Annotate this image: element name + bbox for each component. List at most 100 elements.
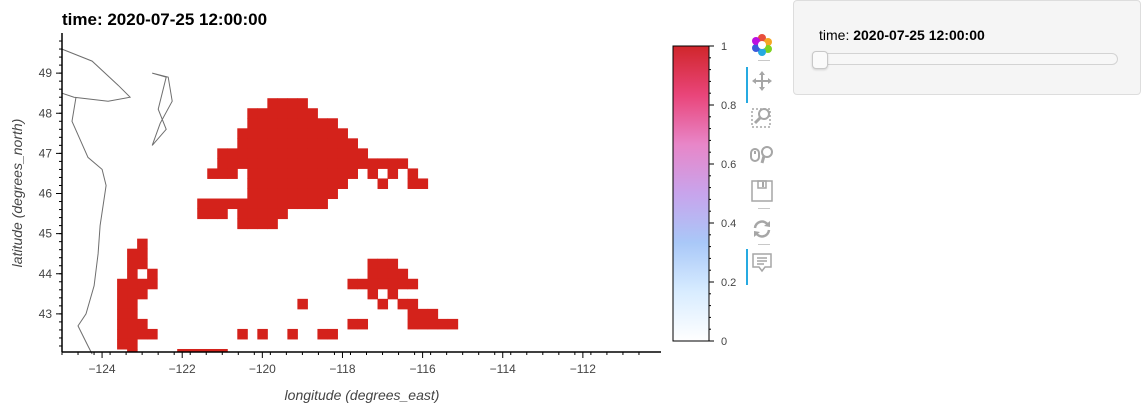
heatmap-cell <box>127 308 138 320</box>
box-zoom-icon <box>751 108 771 128</box>
heatmap-cell <box>257 138 268 149</box>
heatmap-cell <box>317 158 328 169</box>
heatmap-cell <box>247 138 258 149</box>
heatmap-cell <box>287 138 298 149</box>
heatmap-cell <box>347 148 358 159</box>
heatmap-cell <box>247 218 258 230</box>
heatmap-cell <box>287 128 298 139</box>
time-slider-label: time: 2020-07-25 12:00:00 <box>819 27 985 43</box>
coastline-path <box>71 97 107 355</box>
y-tick-label: 49 <box>39 66 53 80</box>
heatmap-cell <box>247 128 258 139</box>
heatmap-cell <box>227 148 238 159</box>
heatmap-cell <box>137 258 148 270</box>
heatmap-cell <box>357 278 369 290</box>
heatmap-cell <box>347 318 358 330</box>
time-slider-widget: time: 2020-07-25 12:00:00 <box>793 0 1141 95</box>
box-zoom-tool[interactable] <box>744 102 780 132</box>
heatmap-cell <box>177 348 188 353</box>
heatmap-cell <box>257 118 268 129</box>
heatmap-cell <box>317 138 328 149</box>
x-tick-label: −114 <box>490 362 516 376</box>
heatmap-cell <box>127 258 138 270</box>
time-slider-value: 2020-07-25 12:00:00 <box>853 27 985 43</box>
heatmap-cell <box>397 278 409 290</box>
x-tick-label: −118 <box>329 362 355 376</box>
colorbar-gradient <box>672 45 710 342</box>
heatmap-cell <box>327 188 338 200</box>
colorbar: 0 0.2 0.4 0.6 0.8 1 <box>672 41 736 348</box>
heatmap-cell <box>317 328 328 340</box>
heatmap-cell <box>247 198 258 210</box>
heatmap-cell <box>367 268 379 280</box>
heatmap-cell <box>257 128 268 139</box>
heatmap-cell <box>127 268 138 280</box>
heatmap-cell <box>217 148 228 159</box>
heatmap-cell <box>307 178 318 189</box>
heatmap-cell <box>127 328 138 340</box>
heatmap-cell <box>267 168 278 179</box>
heatmap-cell <box>367 258 379 270</box>
heatmap-cell <box>297 98 308 109</box>
heatmap-cell <box>257 218 268 230</box>
pan-icon <box>752 71 772 91</box>
time-slider-track[interactable] <box>812 53 1118 65</box>
heatmap-cell <box>327 128 338 139</box>
heatmap-cell <box>387 278 399 290</box>
heatmap-cell <box>317 148 328 159</box>
heatmap-cell <box>277 188 288 200</box>
heatmap-cell <box>237 148 248 159</box>
heatmap-cell <box>327 148 338 159</box>
y-tick-label: 45 <box>39 227 53 241</box>
heatmap-cell <box>347 278 358 290</box>
heatmap-cell <box>227 198 238 210</box>
heatmap-cell <box>427 308 439 320</box>
heatmap-cell <box>117 328 128 340</box>
heatmap-cell <box>117 278 128 290</box>
heatmap-cell <box>447 318 459 330</box>
heatmap-cell <box>357 148 369 159</box>
colorbar-tick-label: 0.8 <box>721 100 736 112</box>
heatmap-cell <box>407 318 419 330</box>
x-tick-label: −120 <box>249 362 276 376</box>
hover-tool[interactable] <box>744 248 780 285</box>
heatmap-cell <box>297 198 308 210</box>
heatmap-cell <box>407 308 419 320</box>
plot-background <box>62 33 661 352</box>
heatmap-cell <box>307 198 318 210</box>
heatmap-cell <box>217 208 228 220</box>
save-tool[interactable] <box>744 176 780 206</box>
coastline <box>61 48 173 355</box>
heatmap-cell <box>267 128 278 139</box>
heatmap-cell <box>267 158 278 169</box>
heatmap-cell <box>357 158 369 169</box>
heatmap-cell <box>127 298 138 310</box>
heatmap-cell <box>317 198 328 210</box>
bokeh-logo[interactable] <box>744 30 780 60</box>
heatmap-cell <box>387 258 399 270</box>
heatmap-cell <box>257 188 268 200</box>
heatmap-cell <box>387 158 399 169</box>
pan-tool[interactable] <box>744 66 780 103</box>
heatmap-cell <box>147 278 158 290</box>
heatmap-cell <box>247 118 258 129</box>
plot-area[interactable] <box>62 33 661 352</box>
heatmap-cell <box>217 158 228 169</box>
heatmap-cell <box>287 158 298 169</box>
heatmap-cell <box>207 198 218 210</box>
heatmap-cell <box>117 338 128 350</box>
heatmap-cell <box>297 298 308 310</box>
heatmap-cell <box>237 208 248 220</box>
heatmap-cell <box>327 138 338 149</box>
x-tick-label: −122 <box>169 362 196 376</box>
heatmap-cell <box>397 158 409 169</box>
plot-title: time: 2020-07-25 12:00:00 <box>62 10 267 29</box>
heatmap-cell <box>367 288 379 300</box>
time-slider-handle[interactable] <box>812 51 828 69</box>
wheel-zoom-tool[interactable] <box>744 140 780 170</box>
heatmap-cell <box>117 318 128 330</box>
heatmap-cell <box>137 318 148 330</box>
reset-tool[interactable] <box>744 214 780 244</box>
heatmap-cell <box>327 168 338 179</box>
heatmap-cell <box>267 218 278 230</box>
